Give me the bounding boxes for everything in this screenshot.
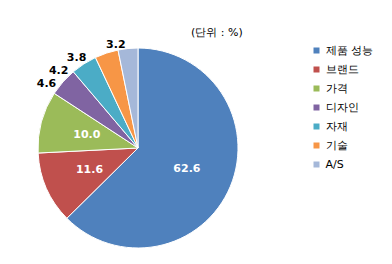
svg-text:4.6: 4.6: [37, 77, 57, 90]
svg-text:제품 성능: 제품 성능: [326, 44, 374, 57]
svg-text:자재: 자재: [326, 120, 348, 133]
svg-text:4.2: 4.2: [49, 64, 69, 77]
svg-text:3.2: 3.2: [106, 38, 126, 51]
svg-text:A/S: A/S: [326, 158, 344, 171]
svg-text:디자인: 디자인: [326, 101, 359, 114]
svg-text:가격: 가격: [326, 82, 348, 95]
svg-text:브랜드: 브랜드: [326, 63, 359, 76]
svg-text:3.8: 3.8: [67, 51, 87, 64]
svg-text:기술: 기술: [326, 139, 348, 152]
svg-text:(단위 : %): (단위 : %): [191, 26, 243, 39]
svg-text:11.6: 11.6: [76, 163, 103, 176]
svg-text:62.6: 62.6: [173, 162, 200, 175]
svg-text:10.0: 10.0: [73, 128, 100, 141]
